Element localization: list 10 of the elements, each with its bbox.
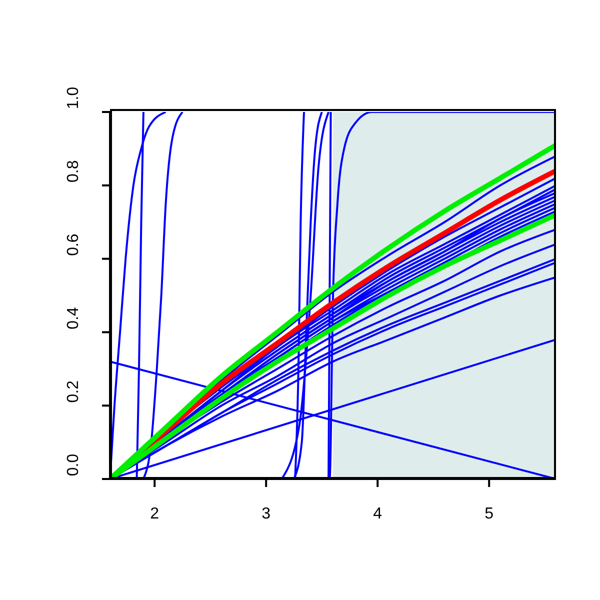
x-tick-label: 5 bbox=[484, 505, 494, 522]
x-tick-label: 4 bbox=[373, 505, 382, 522]
x-tick-label: 3 bbox=[262, 505, 271, 522]
y-tick-label: 0.2 bbox=[65, 380, 82, 403]
y-tick-label: 0.6 bbox=[65, 234, 82, 256]
x-tick-label: 2 bbox=[150, 505, 160, 522]
y-tick-label: 0.4 bbox=[65, 306, 82, 330]
y-tick-label: 0.8 bbox=[65, 160, 82, 183]
y-tick-label: 1.0 bbox=[65, 86, 82, 110]
y-tick-label: 0.0 bbox=[65, 454, 82, 476]
